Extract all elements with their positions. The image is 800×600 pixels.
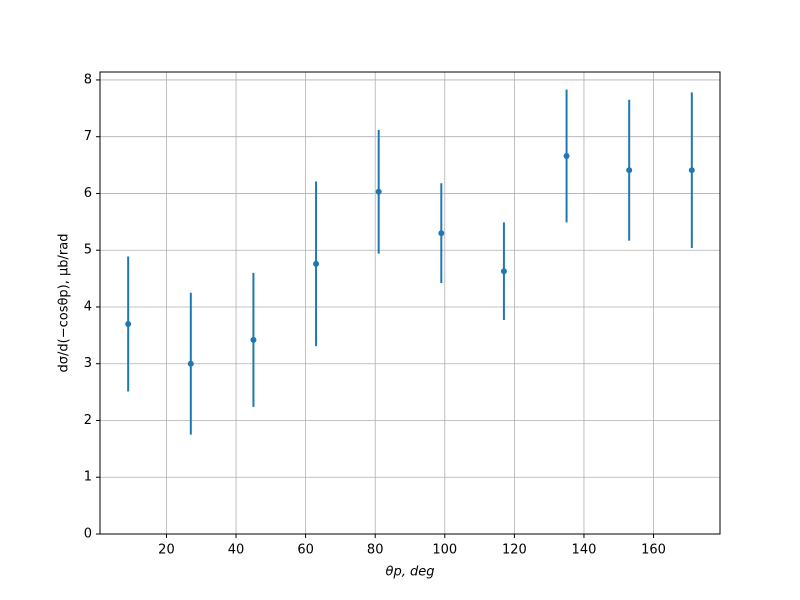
y-tick-label: 1: [84, 470, 92, 485]
point: [250, 336, 257, 343]
x-tick-label: 140: [572, 543, 597, 558]
y-tick-label: 5: [84, 243, 92, 258]
point: [125, 321, 132, 327]
x-tick-label: 60: [297, 543, 314, 558]
point: [500, 268, 507, 275]
point: [688, 167, 695, 174]
plot-frame: [99, 71, 721, 535]
x-tick-label: 20: [158, 543, 175, 558]
y-tick-label: 3: [84, 356, 92, 371]
point: [626, 167, 633, 174]
x-tick-label: 100: [432, 543, 457, 558]
x-tick-label: 80: [367, 543, 384, 558]
x-tick-label: 160: [641, 543, 666, 558]
x-tick-label: 40: [228, 543, 245, 558]
y-tick-label: 0: [84, 527, 92, 542]
point: [438, 230, 445, 237]
y-tick-label: 6: [84, 186, 92, 201]
y-axis-label: dσ/d(−cosθp), μb/rad: [57, 234, 72, 373]
point: [563, 153, 570, 159]
x-axis-label: θp, deg: [386, 565, 435, 580]
y-tick-label: 7: [84, 129, 92, 144]
x-tick-label: 120: [502, 543, 527, 558]
y-tick-label: 2: [84, 413, 92, 428]
point: [187, 360, 194, 367]
point: [313, 260, 320, 267]
y-tick-label: 4: [84, 299, 92, 314]
y-tick-label: 8: [84, 72, 92, 87]
point: [375, 188, 382, 195]
